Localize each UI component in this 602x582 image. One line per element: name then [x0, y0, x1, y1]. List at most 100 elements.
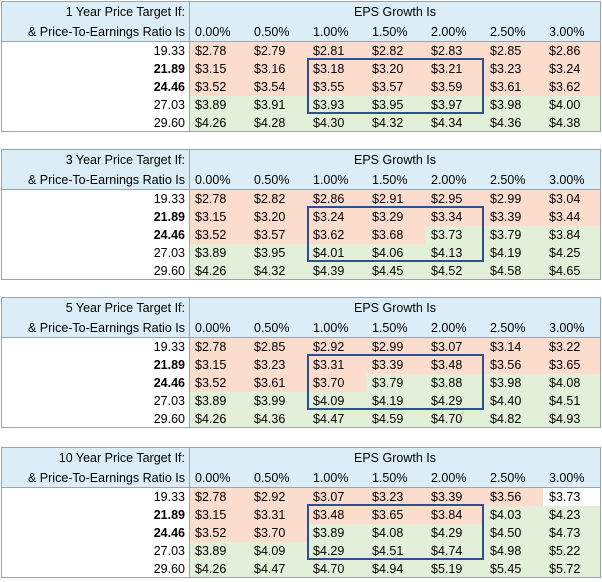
- pe-ratio-row-label: 24.46: [153, 228, 185, 242]
- cell-shade: [425, 190, 484, 208]
- price-target-cell: $3.20: [372, 62, 404, 76]
- pe-ratio-row-label: 21.89: [153, 62, 185, 76]
- pe-ratio-label: & Price-To-Earnings Ratio Is: [27, 471, 185, 485]
- growth-rate-header: 0.50%: [254, 321, 290, 335]
- header-divider: [1, 189, 601, 190]
- cell-shade: [189, 410, 248, 428]
- price-target-cell: $3.57: [254, 228, 286, 242]
- growth-rate-header: 1.50%: [372, 25, 408, 39]
- price-target-cell: $4.59: [372, 412, 404, 426]
- price-target-cell: $2.99: [490, 192, 522, 206]
- cell-shade: [543, 560, 601, 578]
- cell-shade: [189, 374, 248, 392]
- price-target-cell: $3.52: [195, 376, 227, 390]
- price-target-cell: $4.38: [549, 116, 581, 130]
- price-target-table-0: 1 Year Price Target If: & Price-To-Earnin…: [1, 1, 601, 132]
- cell-shade: [366, 78, 425, 96]
- price-target-cell: $3.15: [195, 358, 227, 372]
- cell-shade: [248, 506, 307, 524]
- price-target-cell: $4.70: [313, 562, 345, 576]
- price-target-cell: $2.85: [490, 44, 522, 58]
- cell-shade: [425, 226, 484, 244]
- price-target-cell: $3.48: [313, 508, 345, 522]
- price-target-cell: $4.45: [372, 264, 404, 278]
- price-target-cell: $3.61: [254, 376, 286, 390]
- price-target-cell: $3.07: [431, 340, 463, 354]
- price-target-cell: $4.13: [431, 246, 463, 260]
- cell-shade: [425, 410, 484, 428]
- price-target-cell: $2.99: [372, 340, 404, 354]
- cell-shade: [543, 356, 601, 374]
- cell-shade: [484, 524, 543, 542]
- cell-shade: [543, 60, 601, 78]
- price-target-cell: $5.45: [490, 562, 522, 576]
- cell-shade: [307, 542, 366, 560]
- cell-shade: [248, 42, 307, 60]
- price-target-cell: $3.95: [254, 246, 286, 260]
- price-target-cell: $2.78: [195, 340, 227, 354]
- price-target-cell: $2.85: [254, 340, 286, 354]
- price-target-cell: $3.15: [195, 508, 227, 522]
- price-target-cell: $3.21: [431, 62, 463, 76]
- pe-ratio-row-label: 19.33: [153, 192, 185, 206]
- cell-shade: [189, 262, 248, 280]
- growth-rate-header: 0.50%: [254, 471, 290, 485]
- price-target-cell: $3.59: [431, 80, 463, 94]
- price-target-cell: $4.58: [490, 264, 522, 278]
- price-target-cell: $3.89: [195, 98, 227, 112]
- cell-shade: [189, 488, 248, 506]
- price-target-cell: $4.32: [254, 264, 286, 278]
- table-title: 1 Year Price Target If:: [65, 5, 185, 19]
- cell-shade: [543, 244, 601, 262]
- cell-shade: [189, 114, 248, 132]
- cell-shade: [248, 488, 307, 506]
- price-target-cell: $2.92: [313, 340, 345, 354]
- pe-ratio-label: & Price-To-Earnings Ratio Is: [27, 25, 185, 39]
- cell-shade: [484, 114, 543, 132]
- highlight-box: [307, 58, 484, 114]
- pe-ratio-row-label: 27.03: [153, 98, 185, 112]
- growth-rate-header: 0.00%: [195, 173, 231, 187]
- cell-shade: [307, 356, 366, 374]
- price-target-cell: $3.48: [431, 358, 463, 372]
- price-target-cell: $2.82: [372, 44, 404, 58]
- price-target-cell: $3.44: [549, 210, 581, 224]
- price-target-cell: $2.86: [313, 192, 345, 206]
- price-target-cell: $4.23: [549, 508, 581, 522]
- cell-shade: [543, 410, 601, 428]
- price-target-cell: $2.86: [549, 44, 581, 58]
- growth-rate-header: 1.00%: [313, 173, 349, 187]
- cell-shade: [366, 410, 425, 428]
- price-target-cell: $4.65: [549, 264, 581, 278]
- cell-shade: [307, 506, 366, 524]
- pe-ratio-row-label: 21.89: [153, 358, 185, 372]
- cell-shade: [366, 506, 425, 524]
- growth-rate-header: 3.00%: [549, 321, 585, 335]
- cell-shade: [366, 392, 425, 410]
- price-target-cell: $4.82: [490, 412, 522, 426]
- cell-shade: [366, 226, 425, 244]
- header-divider: [1, 487, 601, 488]
- growth-rate-header: 2.50%: [490, 173, 526, 187]
- growth-rate-header: 3.00%: [549, 25, 585, 39]
- price-target-cell: $4.25: [549, 246, 581, 260]
- price-target-cell: $3.79: [372, 376, 404, 390]
- price-target-cell: $3.95: [372, 98, 404, 112]
- table-title: 3 Year Price Target If:: [65, 153, 185, 167]
- price-target-cell: $4.29: [431, 394, 463, 408]
- price-target-table-1: 3 Year Price Target If: & Price-To-Earnin…: [1, 149, 601, 280]
- price-target-cell: $3.22: [549, 340, 581, 354]
- price-target-cell: $3.89: [195, 544, 227, 558]
- table-title: 5 Year Price Target If:: [65, 301, 185, 315]
- cell-shade: [425, 338, 484, 356]
- cell-shade: [543, 542, 601, 560]
- cell-shade: [543, 374, 601, 392]
- cell-shade: [189, 392, 248, 410]
- cell-shade: [307, 190, 366, 208]
- cell-shade: [248, 96, 307, 114]
- price-target-cell: $4.32: [372, 116, 404, 130]
- column-divider: [189, 149, 190, 280]
- cell-shade: [366, 542, 425, 560]
- price-target-cell: $4.36: [254, 412, 286, 426]
- price-target-cell: $4.39: [313, 264, 345, 278]
